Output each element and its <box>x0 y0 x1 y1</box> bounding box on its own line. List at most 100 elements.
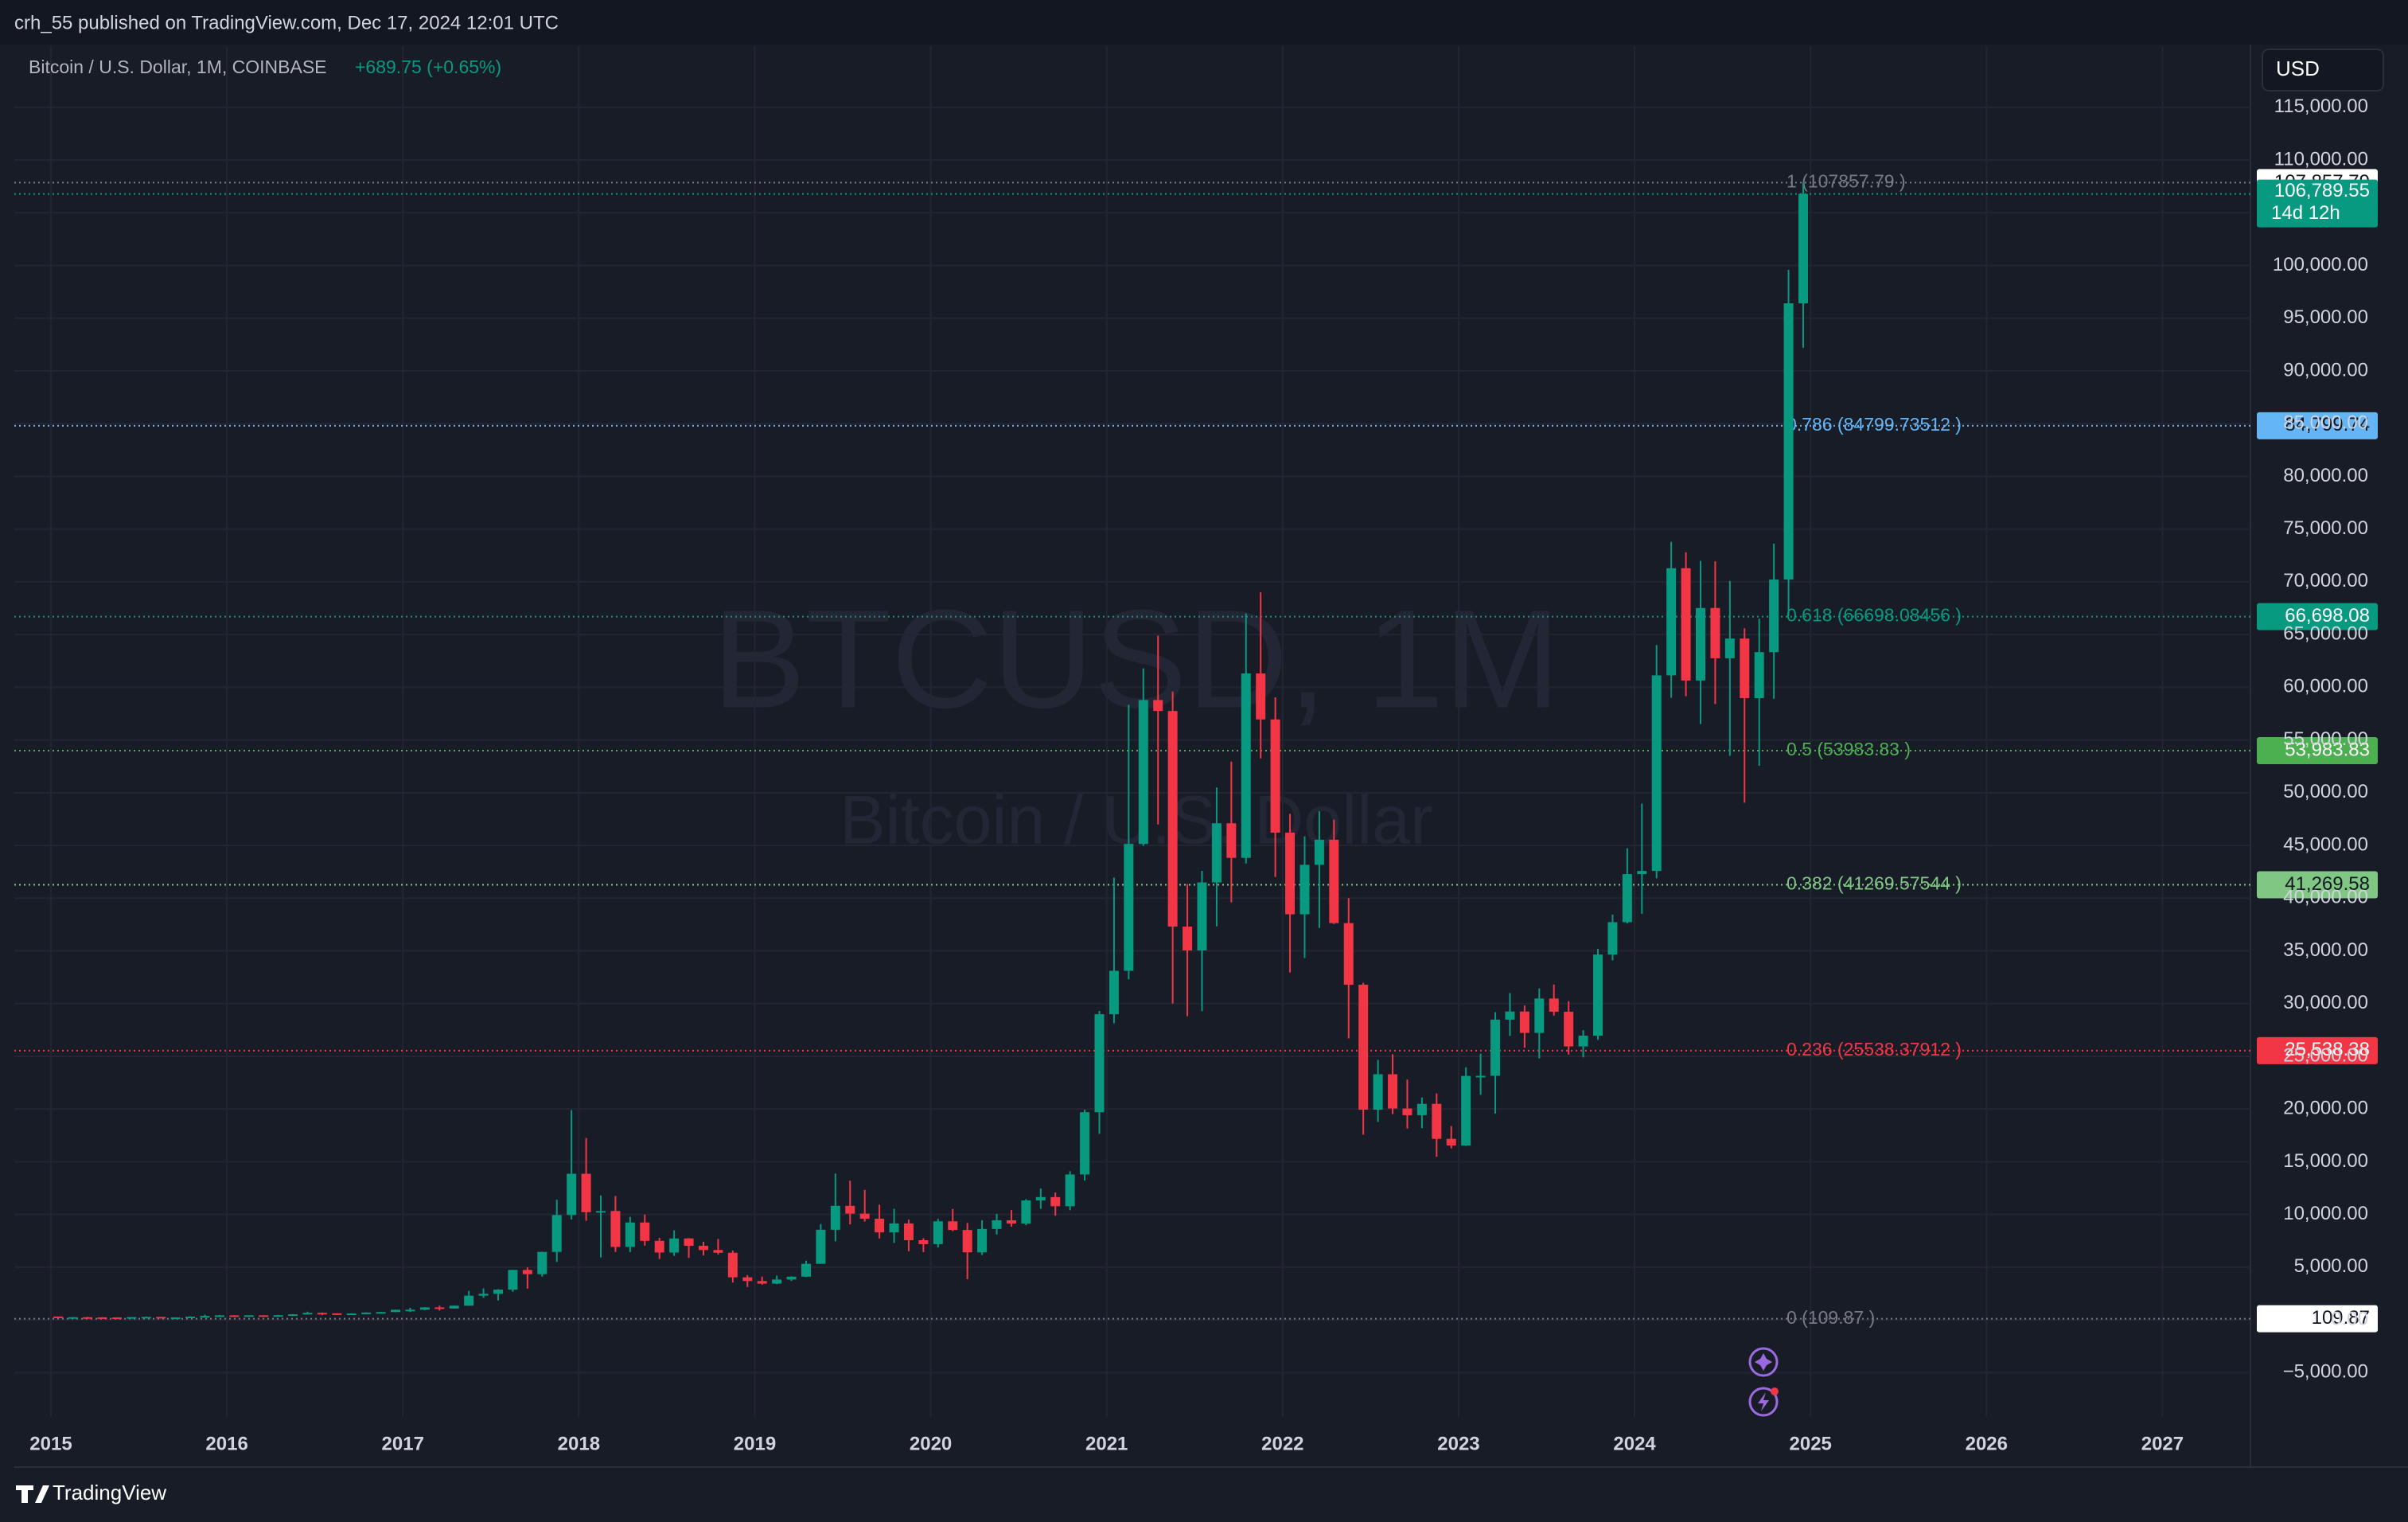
candle-body <box>933 1221 943 1244</box>
candle-body <box>875 1218 885 1233</box>
candle-body <box>170 1317 181 1320</box>
candle-body <box>1006 1220 1016 1224</box>
candle-body <box>757 1281 767 1284</box>
candle-body <box>845 1205 855 1214</box>
candle-body <box>903 1223 914 1240</box>
fib-badge-label: 41,269.58 <box>2285 873 2370 895</box>
candle-body <box>581 1173 591 1212</box>
candle-body <box>185 1316 196 1318</box>
fib-badge <box>2257 737 2378 765</box>
fib-badge-label: 25,538.38 <box>2285 1039 2370 1060</box>
watermark: BTCUSD, 1M <box>712 581 1561 737</box>
x-tick-label: 2020 <box>910 1433 952 1454</box>
candle-body <box>727 1252 738 1278</box>
fib-badge <box>2257 1036 2378 1064</box>
y-tick-label: 45,000.00 <box>2283 833 2368 855</box>
currency-button[interactable] <box>2262 49 2384 92</box>
candle-body <box>1534 998 1545 1033</box>
candle-body <box>1740 638 1750 699</box>
watermark-subtitle: Bitcoin / U.S. Dollar <box>840 782 1433 859</box>
last-price-label: 106,789.55 <box>2274 180 2370 201</box>
candle-body <box>1094 1014 1105 1113</box>
candle-body <box>1593 954 1603 1036</box>
candle-body <box>551 1215 562 1252</box>
candle-body <box>567 1173 577 1216</box>
ideas-icon[interactable] <box>1748 1347 1779 1377</box>
candle-body <box>273 1315 283 1317</box>
candle-body <box>801 1263 811 1277</box>
axes: −5,000.00 0.00 5,000.00 10,000.00 15,000.00 2… <box>29 96 2378 1454</box>
candle-body <box>889 1223 899 1233</box>
candle-body <box>1285 833 1296 915</box>
candle-body <box>1416 1103 1427 1115</box>
candle-body <box>1080 1112 1090 1175</box>
candle-body <box>1109 970 1119 1015</box>
candle-body <box>522 1270 532 1274</box>
candle-body <box>1035 1196 1046 1201</box>
candle-body <box>742 1277 753 1282</box>
fib-label: 0.786 (84799.73512 ) <box>1787 414 1962 435</box>
y-tick-label: 35,000.00 <box>2283 939 2368 961</box>
candle-body <box>669 1238 680 1253</box>
candle-body <box>698 1246 708 1251</box>
candle-body <box>1696 607 1705 681</box>
x-tick-label: 2017 <box>382 1433 424 1454</box>
candle-body <box>214 1315 224 1317</box>
fib-label: 0 (109.87 ) <box>1787 1307 1875 1328</box>
candle-body <box>1724 638 1735 658</box>
candle-body <box>596 1211 606 1213</box>
candle-body <box>449 1305 459 1309</box>
candle-body <box>1651 675 1662 872</box>
event-icons <box>1748 1347 1779 1417</box>
candle-body <box>111 1317 122 1320</box>
candle-body <box>141 1317 151 1319</box>
y-tick-label: 85,000.00 <box>2283 412 2368 434</box>
top-bar <box>0 0 2408 45</box>
y-tick-label: 80,000.00 <box>2283 465 2368 486</box>
candle-body <box>1065 1174 1075 1207</box>
candle-body <box>1388 1074 1398 1109</box>
events-dot <box>1771 1387 1779 1395</box>
fib-badge-label: 53,983.83 <box>2285 739 2370 760</box>
x-tick-label: 2022 <box>1261 1433 1303 1454</box>
y-tick-label: 100,000.00 <box>2273 254 2368 275</box>
candle-body <box>434 1307 445 1309</box>
plot-area <box>14 46 2250 1419</box>
x-tick-label: 2023 <box>1437 1433 1479 1454</box>
y-tick-label: 5,000.00 <box>2294 1255 2368 1277</box>
x-tick-label: 2018 <box>558 1433 600 1454</box>
candle-body <box>1505 1011 1515 1020</box>
x-tick-label: 2025 <box>1790 1433 1832 1454</box>
candle-body <box>1373 1074 1383 1110</box>
candle-body <box>684 1238 694 1247</box>
fib-badge-label: 84,799.74 <box>2285 414 2370 435</box>
candle-body <box>992 1220 1002 1229</box>
y-tick-label: 55,000.00 <box>2283 728 2368 750</box>
candle-body <box>332 1313 342 1315</box>
candle-body <box>1432 1103 1442 1139</box>
candle-body <box>1783 303 1794 580</box>
x-tick-label: 2015 <box>29 1433 72 1454</box>
candle-body <box>346 1313 357 1316</box>
brand: TradingView <box>53 1481 166 1504</box>
y-tick-label: 25,000.00 <box>2283 1044 2368 1066</box>
candle-body <box>302 1313 313 1315</box>
candle-body <box>948 1221 958 1231</box>
currency[interactable]: USD <box>2276 57 2320 80</box>
candle-body <box>1461 1075 1471 1146</box>
candle-body <box>1183 927 1193 950</box>
y-tick-label: 115,000.00 <box>2274 96 2368 117</box>
candle-body <box>259 1315 269 1317</box>
candle-body <box>816 1229 826 1264</box>
x-tick-label: 2021 <box>1085 1433 1128 1454</box>
y-tick-label: 70,000.00 <box>2283 570 2368 591</box>
candle-body <box>1153 700 1163 712</box>
candle-body <box>640 1222 650 1241</box>
candle-body <box>97 1317 107 1319</box>
candle-body <box>1314 839 1324 865</box>
candle-body <box>1050 1196 1061 1207</box>
events-icon[interactable] <box>1748 1387 1779 1417</box>
candle-body <box>288 1314 298 1317</box>
x-tick-label: 2027 <box>2141 1433 2184 1454</box>
candle-body <box>918 1239 929 1244</box>
